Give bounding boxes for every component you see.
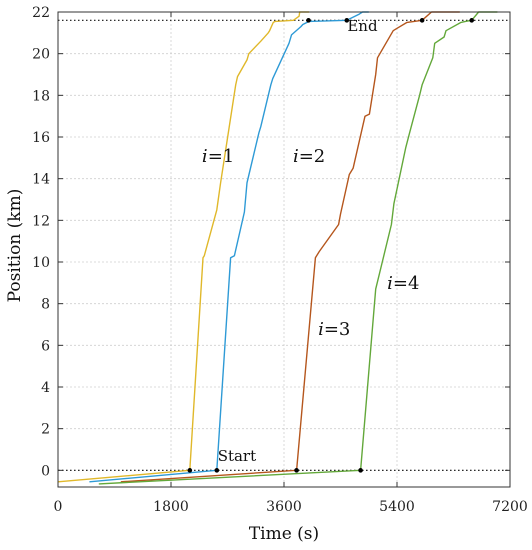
x-tick-label: 0 (54, 499, 63, 515)
series-label-4: i=4 (387, 273, 419, 294)
crossing-marker (344, 18, 350, 23)
series-label-3: i=3 (318, 319, 350, 340)
y-tick-label: 6 (41, 338, 50, 354)
y-tick-label: 4 (41, 380, 50, 396)
start-label: Start (218, 447, 256, 465)
crossing-marker (294, 468, 299, 473)
crossing-marker (187, 468, 193, 473)
y-tick-label: 18 (32, 88, 50, 104)
x-axis-title: Time (s) (249, 524, 319, 544)
x-tick-label: 1800 (153, 499, 189, 515)
y-tick-label: 20 (32, 47, 50, 63)
annotations: Start End (218, 17, 378, 465)
x-tick-label: 5400 (379, 499, 415, 515)
series-label-1: i=1 (202, 146, 234, 167)
y-tick-label: 16 (32, 130, 50, 146)
series-lines (57, 11, 498, 485)
y-axis-title: Position (km) (5, 189, 25, 303)
reference-lines (58, 19, 510, 471)
series-line-4 (98, 11, 498, 485)
y-tick-label: 12 (32, 213, 50, 229)
x-tick-label: 3600 (266, 499, 302, 515)
tick-labels: 0 1800 3600 5400 7200 0 2 4 6 8 10 12 14 16 18 20 22 (32, 5, 528, 515)
series-line-2 (89, 11, 369, 483)
crossing-marker (214, 468, 220, 473)
end-label: End (347, 17, 378, 35)
crossing-marker (419, 18, 425, 23)
y-tick-label: 14 (32, 172, 50, 188)
grid (58, 12, 510, 487)
y-tick-label: 22 (32, 5, 50, 21)
y-tick-label: 0 (41, 463, 50, 479)
y-tick-label: 2 (41, 422, 50, 438)
crossing-marker (469, 18, 475, 23)
x-tick-label: 7200 (492, 499, 528, 515)
series-line-1 (57, 11, 310, 483)
crossing-marker (306, 18, 311, 23)
crossing-marker (358, 468, 363, 473)
axis-ticks (57, 11, 511, 487)
y-tick-label: 8 (41, 297, 50, 313)
y-tick-label: 10 (32, 255, 50, 271)
series-label-2: i=2 (293, 146, 325, 167)
series-line-3 (120, 11, 460, 483)
crossing-markers (187, 18, 475, 473)
series-labels: i=1 i=2 i=3 i=4 (202, 146, 420, 340)
